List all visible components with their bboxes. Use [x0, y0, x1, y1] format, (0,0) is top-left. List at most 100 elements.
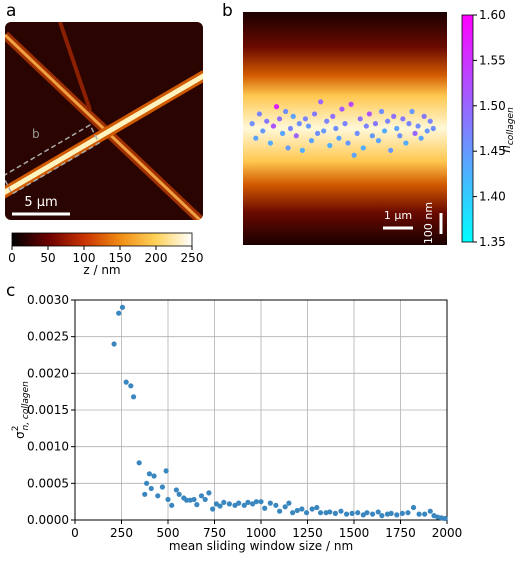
x-tick-label: 1500: [339, 526, 370, 540]
point: [165, 496, 171, 503]
point: [360, 145, 366, 151]
point: [378, 108, 385, 115]
point: [262, 505, 268, 511]
point: [370, 511, 376, 517]
point: [169, 502, 175, 508]
point: [324, 118, 330, 124]
label-base: σ: [13, 431, 27, 439]
label-sup: 2: [11, 426, 21, 432]
point: [381, 128, 388, 134]
point: [406, 121, 412, 127]
point: [338, 508, 344, 514]
point: [397, 133, 403, 139]
point: [273, 502, 279, 508]
point: [116, 310, 122, 316]
point: [221, 499, 227, 505]
y-tick-label: 0.0025: [27, 330, 69, 344]
label-sub: collagen: [506, 107, 516, 145]
x-tick-label: 1000: [246, 526, 277, 540]
point: [424, 128, 430, 134]
point: [314, 130, 321, 136]
point: [351, 152, 357, 158]
point: [349, 510, 355, 516]
point: [421, 113, 427, 119]
point: [198, 493, 205, 499]
panel-label: c: [6, 281, 15, 301]
colorbar-tick-label: 150: [109, 251, 132, 265]
point: [184, 497, 190, 503]
point: [318, 99, 324, 105]
point: [317, 510, 324, 516]
colorbar-label: z / nm: [83, 263, 120, 277]
x-tick-label: 2000: [432, 526, 463, 540]
point: [258, 499, 264, 505]
point: [379, 513, 385, 519]
point: [277, 508, 283, 514]
colorbar-tick-label: 0: [8, 251, 16, 265]
point: [123, 379, 129, 385]
point: [202, 496, 208, 503]
point: [136, 460, 142, 466]
point: [364, 510, 370, 516]
colorbar-tick-label: 1.40: [479, 190, 506, 204]
colorbar-tick-label: 200: [145, 251, 168, 265]
box-label: b: [32, 127, 40, 141]
point: [276, 116, 283, 122]
point: [260, 128, 266, 134]
point: [267, 500, 273, 506]
point: [264, 118, 270, 124]
point: [366, 111, 372, 117]
point: [290, 113, 296, 119]
point: [375, 509, 381, 515]
point: [206, 490, 212, 496]
y-tick-label: 0.0010: [27, 440, 69, 454]
point: [273, 104, 280, 110]
point: [416, 511, 422, 517]
panel-label: a: [6, 1, 16, 21]
point: [299, 147, 305, 153]
point: [217, 503, 223, 509]
point: [357, 116, 363, 122]
y-tick-label: 0.0020: [27, 366, 69, 380]
point: [241, 502, 247, 508]
point: [369, 133, 376, 139]
point: [339, 106, 345, 112]
point: [332, 510, 338, 516]
point: [142, 491, 148, 497]
point: [391, 113, 397, 119]
colorbar-tick-label: 1.50: [479, 99, 506, 113]
y-tick-label: 0.0015: [27, 403, 69, 417]
point: [422, 511, 428, 517]
point: [327, 142, 333, 149]
x-tick-label: 1750: [385, 526, 416, 540]
point: [111, 341, 117, 347]
point: [412, 130, 418, 136]
point: [410, 504, 417, 511]
point: [442, 515, 448, 522]
point: [354, 130, 360, 136]
point: [282, 504, 288, 510]
point: [345, 140, 351, 146]
point: [372, 121, 379, 127]
point: [155, 493, 161, 499]
point: [194, 502, 200, 508]
point: [403, 140, 409, 146]
point: [385, 118, 391, 124]
x-tick-label: 250: [110, 526, 133, 540]
panel-b-image: [243, 12, 447, 245]
point: [400, 116, 406, 122]
point: [355, 510, 361, 516]
label-base: n: [499, 145, 513, 153]
point: [343, 511, 350, 517]
point: [333, 125, 339, 132]
point: [286, 500, 292, 506]
point: [210, 506, 216, 512]
point: [173, 487, 179, 493]
colorbar-tick-label: 100: [73, 251, 96, 265]
point: [148, 485, 154, 492]
point: [236, 500, 242, 506]
point: [330, 113, 336, 119]
point: [305, 123, 312, 129]
point: [159, 484, 166, 490]
